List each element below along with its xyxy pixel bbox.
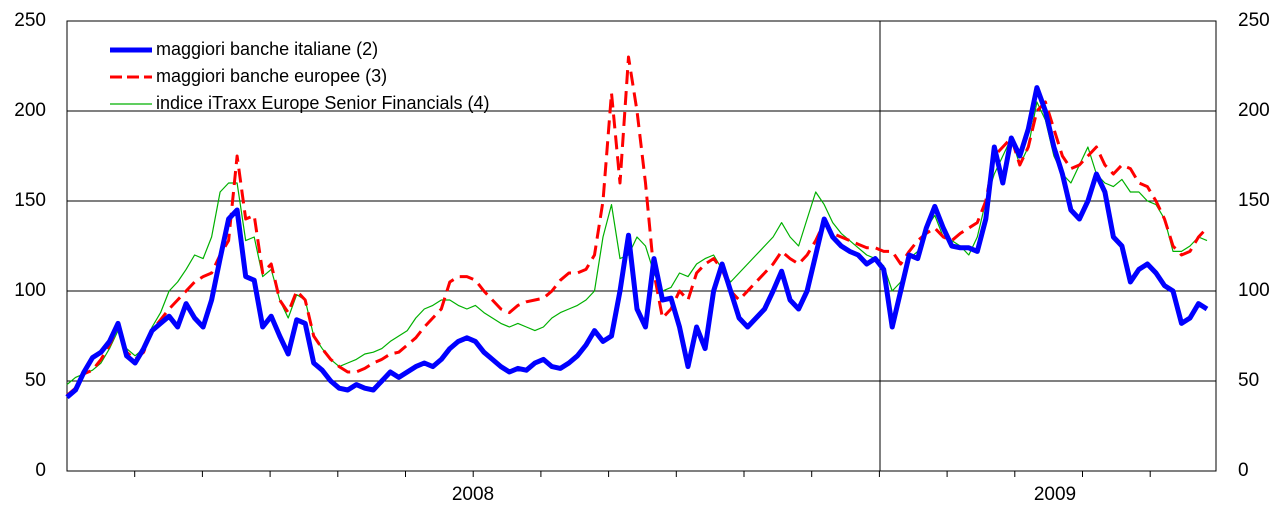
series-line (65, 85, 1209, 400)
y2-tick-label: 100 (1238, 280, 1270, 301)
legend-label: indice iTraxx Europe Senior Financials (… (156, 93, 489, 113)
y-tick-label: 100 (14, 280, 46, 301)
y-tick-label: 250 (14, 10, 46, 31)
y2-tick-label: 150 (1238, 190, 1270, 211)
x-group-label: 2008 (452, 484, 494, 505)
y-tick-label: 50 (25, 370, 46, 391)
y-tick-label: 150 (14, 190, 46, 211)
y2-tick-label: 0 (1238, 460, 1249, 481)
y2-tick-label: 50 (1238, 370, 1259, 391)
y-tick-label: 200 (14, 100, 46, 121)
legend-label: maggiori banche italiane (2) (156, 39, 378, 59)
series-line (66, 101, 1208, 386)
y-tick-label: 0 (35, 460, 46, 481)
y2-tick-label: 200 (1238, 100, 1270, 121)
y2-tick-label: 250 (1238, 10, 1270, 31)
legend-label: maggiori banche europee (3) (156, 66, 387, 86)
x-group-label: 2009 (1034, 484, 1076, 505)
